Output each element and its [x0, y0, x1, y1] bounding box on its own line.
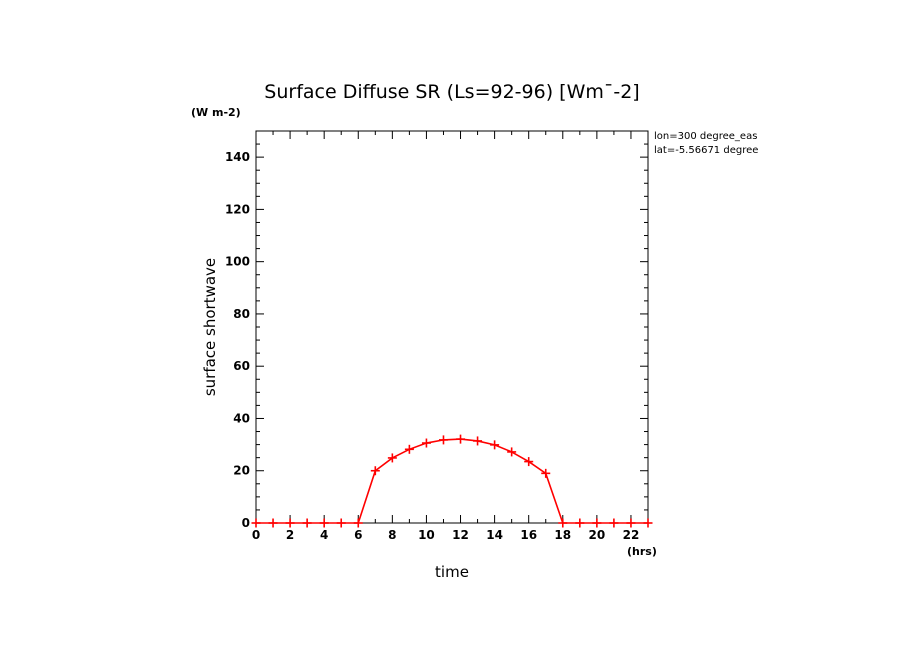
x-tick-label: 22: [623, 528, 640, 542]
data-point-marker: [353, 518, 363, 528]
y-unit-label: (W m-2): [191, 106, 241, 119]
axis-ticks: 0 2 4 6 8 10 12 14 16 18 20 22 0 20 40 60 80 100 120 140: [225, 130, 649, 542]
y-tick-label: 80: [233, 307, 250, 321]
plot-frame: [255, 130, 649, 524]
y-tick-label: 20: [233, 464, 250, 478]
x-tick-label: 2: [286, 528, 294, 542]
y-tick-label: 100: [225, 255, 250, 269]
x-unit-label: (hrs): [627, 545, 657, 558]
annotation-lon: lon=300 degree_eas: [654, 131, 757, 142]
data-point-marker: [319, 518, 329, 528]
x-tick-label: 12: [452, 528, 469, 542]
data-point-marker: [438, 435, 448, 445]
x-tick-label: 20: [589, 528, 606, 542]
data-point-marker: [456, 434, 466, 444]
y-tick-label: 60: [233, 359, 250, 373]
annotation-lat: lat=-5.56671 degree: [654, 145, 758, 156]
data-point-marker: [558, 518, 568, 528]
data-point-marker: [387, 453, 397, 463]
data-point-marker: [285, 518, 295, 528]
data-point-marker: [251, 518, 261, 528]
data-point-marker: [575, 518, 585, 528]
data-point-marker: [302, 518, 312, 528]
y-tick-label: 0: [242, 516, 250, 530]
data-point-marker: [336, 518, 346, 528]
data-point-marker: [643, 518, 653, 528]
data-point-marker: [609, 518, 619, 528]
x-tick-label: 14: [486, 528, 503, 542]
x-tick-label: 18: [554, 528, 571, 542]
data-point-marker: [473, 436, 483, 446]
y-axis-label: surface shortwave: [201, 258, 219, 396]
y-tick-label: 40: [233, 411, 250, 425]
x-tick-label: 8: [388, 528, 396, 542]
data-point-marker: [524, 457, 534, 467]
data-point-marker: [507, 447, 517, 457]
x-tick-label: 10: [418, 528, 435, 542]
y-tick-label: 120: [225, 202, 250, 216]
y-tick-label: 140: [225, 150, 250, 164]
series-line: [256, 438, 648, 524]
data-point-marker: [541, 468, 551, 478]
data-point-marker: [370, 466, 380, 476]
x-tick-label: 0: [252, 528, 260, 542]
data-point-marker: [268, 518, 278, 528]
data-point-marker: [490, 440, 500, 450]
x-tick-label: 16: [520, 528, 537, 542]
x-axis-label: time: [435, 563, 469, 581]
chart-title: Surface Diffuse SR (Ls=92-96) [Wm¯-2]: [264, 81, 639, 103]
series-layer: [251, 434, 653, 528]
x-tick-label: 6: [354, 528, 362, 542]
data-point-marker: [421, 438, 431, 448]
data-point-marker: [592, 518, 602, 528]
x-tick-label: 4: [320, 528, 328, 542]
data-point-marker: [404, 444, 414, 454]
data-point-marker: [626, 518, 636, 528]
